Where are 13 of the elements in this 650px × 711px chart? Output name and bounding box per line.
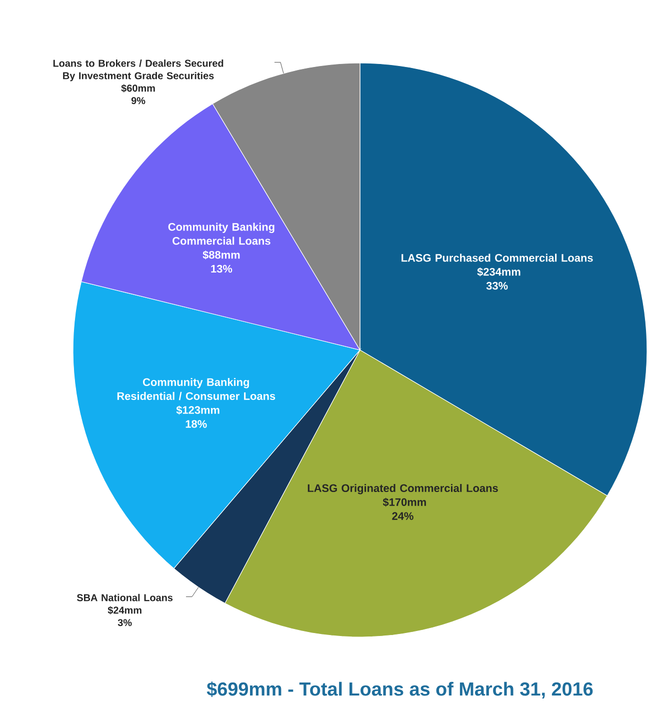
slice-label: Community Banking Commercial Loans: [168, 222, 274, 245]
text: $699mm - Total Loans as of March 31, 2016: [206, 682, 593, 698]
data-label: $170mm 24%: [382, 498, 426, 520]
data-label: $123mm 18%: [176, 406, 220, 428]
data-label: $234mm 33%: [477, 267, 520, 290]
slice-label: LASG Originated Commercial Loans: [308, 484, 498, 494]
data-label: $24mm 3%: [108, 606, 142, 626]
slice-label: Community Banking Residential / Consumer Loans: [117, 378, 276, 400]
slice-label: Loans to Brokers / Dealers Secured By Investment Grade Securities: [53, 59, 224, 82]
data-label: $88mm 13%: [202, 250, 240, 273]
slice-label: SBA National Loans: [76, 594, 173, 602]
slice-label: LASG Purchased Commercial Loans: [402, 254, 593, 262]
data-label: $60mm 9%: [121, 84, 155, 104]
